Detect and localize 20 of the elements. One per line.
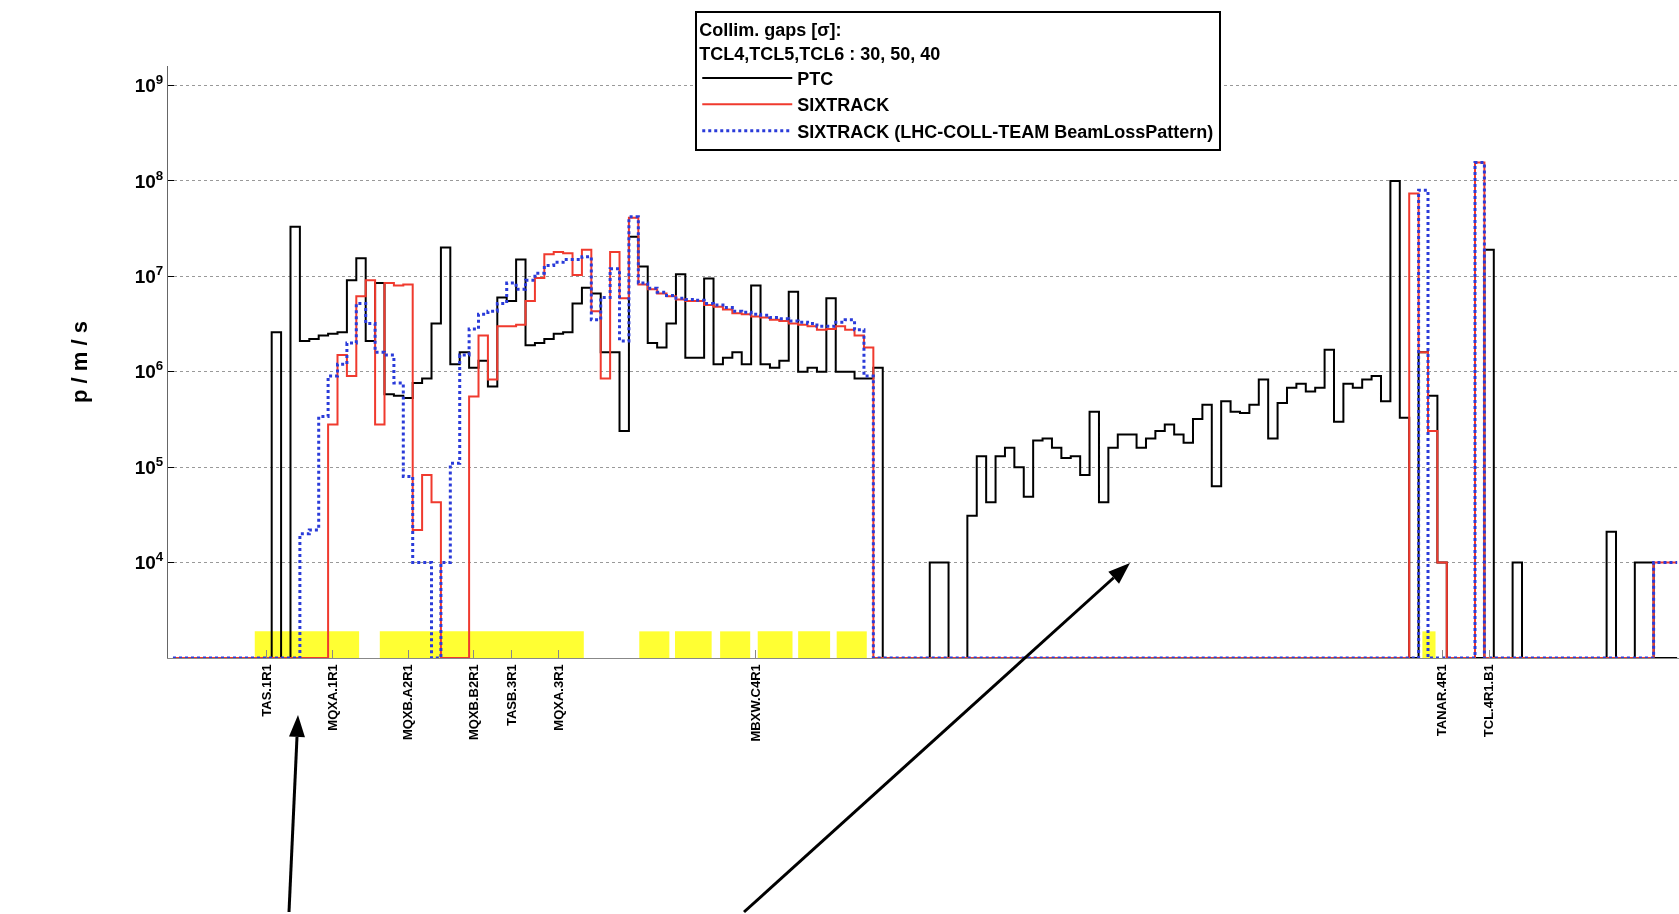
- x-tick-label: MQXA.3R1: [550, 664, 566, 731]
- y-tick-label: 10$^{9}$: [134, 72, 164, 97]
- y-tick-label: 10$^{7}$: [134, 262, 164, 287]
- legend-label: SIXTRACK (LHC-COLL-TEAM BeamLossPattern): [797, 121, 1214, 142]
- y-tick-label: 10$^{8}$: [134, 167, 164, 192]
- y-tick-label: 10$^{4}$: [134, 549, 164, 574]
- x-tick-label: MQXB.B2R1: [466, 664, 482, 741]
- y-tick-label: 10$^{6}$: [134, 358, 164, 383]
- x-tick-label: MQXA.1R1: [325, 664, 341, 731]
- y-axis-title: p / m / s: [67, 321, 93, 403]
- legend-label: PTC: [797, 68, 834, 89]
- x-tick-label: TCL.4R1.B1: [1481, 664, 1497, 738]
- legend-label: SIXTRACK: [797, 95, 890, 116]
- x-tick-label: MQXB.A2R1: [400, 664, 416, 741]
- legend-title: Collim. gaps [σ]: TCL4,TCL5,TCL6 : 30, 50, 40: [699, 20, 941, 64]
- x-tick-label: MBXW.C4R1: [748, 664, 764, 742]
- y-tick-label: 10$^{5}$: [134, 453, 164, 478]
- x-tick-label: TANAR.4R1: [1434, 664, 1450, 737]
- x-tick-label: TAS.1R1: [259, 664, 275, 717]
- x-tick-label: TASB.3R1: [503, 664, 519, 727]
